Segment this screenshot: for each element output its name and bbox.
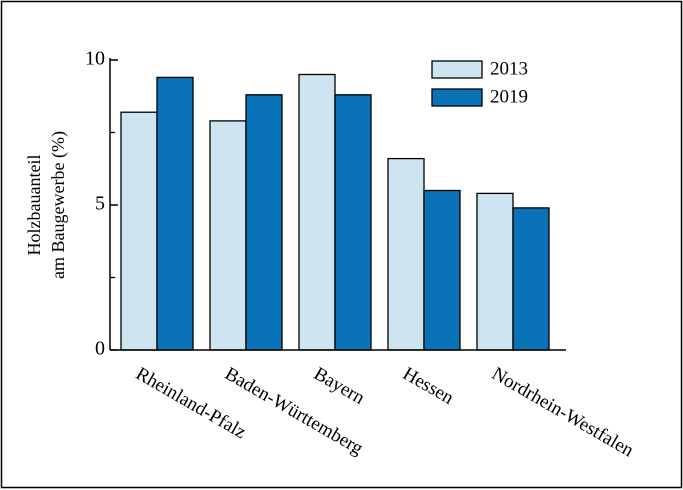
bars-group — [120, 73, 550, 351]
legend-label-2013: 2013 — [490, 58, 528, 79]
bar-2019-4 — [512, 207, 550, 351]
bar-2013-0 — [120, 111, 158, 351]
bar-2019-2 — [334, 94, 372, 351]
bar-2013-1 — [209, 120, 247, 351]
legend: 2013 2019 — [431, 58, 528, 107]
bar-2013-4 — [476, 192, 514, 351]
y-axis-label-line2: am Baugewerbe (%) — [48, 131, 69, 279]
legend-swatch-2013 — [431, 60, 483, 79]
legend-swatch-2019 — [431, 88, 483, 107]
legend-label-2019: 2019 — [490, 86, 528, 107]
bar-2019-0 — [156, 76, 194, 351]
bar-2019-1 — [245, 94, 283, 351]
y-tick-label-1: 5 — [95, 193, 105, 215]
bar-2019-3 — [423, 189, 461, 351]
y-axis-label-line1: Holzbauanteil — [24, 155, 44, 256]
bar-2013-2 — [298, 73, 336, 351]
bar-2013-3 — [387, 157, 425, 351]
y-tick-label-0: 0 — [95, 338, 105, 360]
y-tick-label-2: 10 — [85, 48, 105, 70]
